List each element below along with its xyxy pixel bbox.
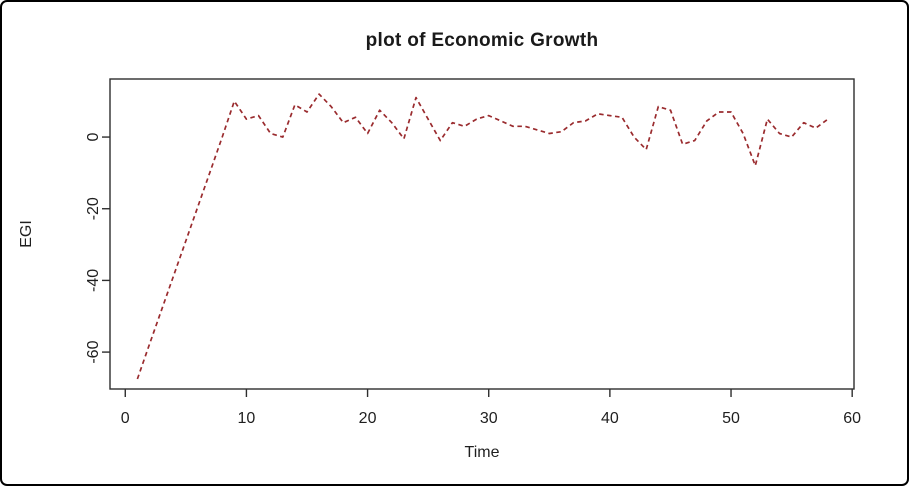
x-tick-label: 10 — [238, 410, 256, 427]
y-tick-label: -20 — [85, 197, 102, 220]
x-tick-label: 0 — [121, 410, 130, 427]
x-tick-label: 60 — [843, 410, 861, 427]
y-axis-label: EGI — [18, 220, 35, 248]
x-tick-label: 20 — [359, 410, 377, 427]
x-tick-label: 50 — [722, 410, 740, 427]
x-tick-label: 40 — [601, 410, 619, 427]
y-tick-label: 0 — [85, 133, 102, 142]
plot-border — [109, 78, 855, 390]
y-tick-label: -60 — [85, 340, 102, 363]
y-tick-label: -40 — [85, 269, 102, 292]
x-tick-label: 30 — [480, 410, 498, 427]
x-axis-label: Time — [464, 444, 500, 461]
data-series-line — [136, 93, 829, 380]
chart-title: plot of Economic Growth — [365, 30, 599, 51]
